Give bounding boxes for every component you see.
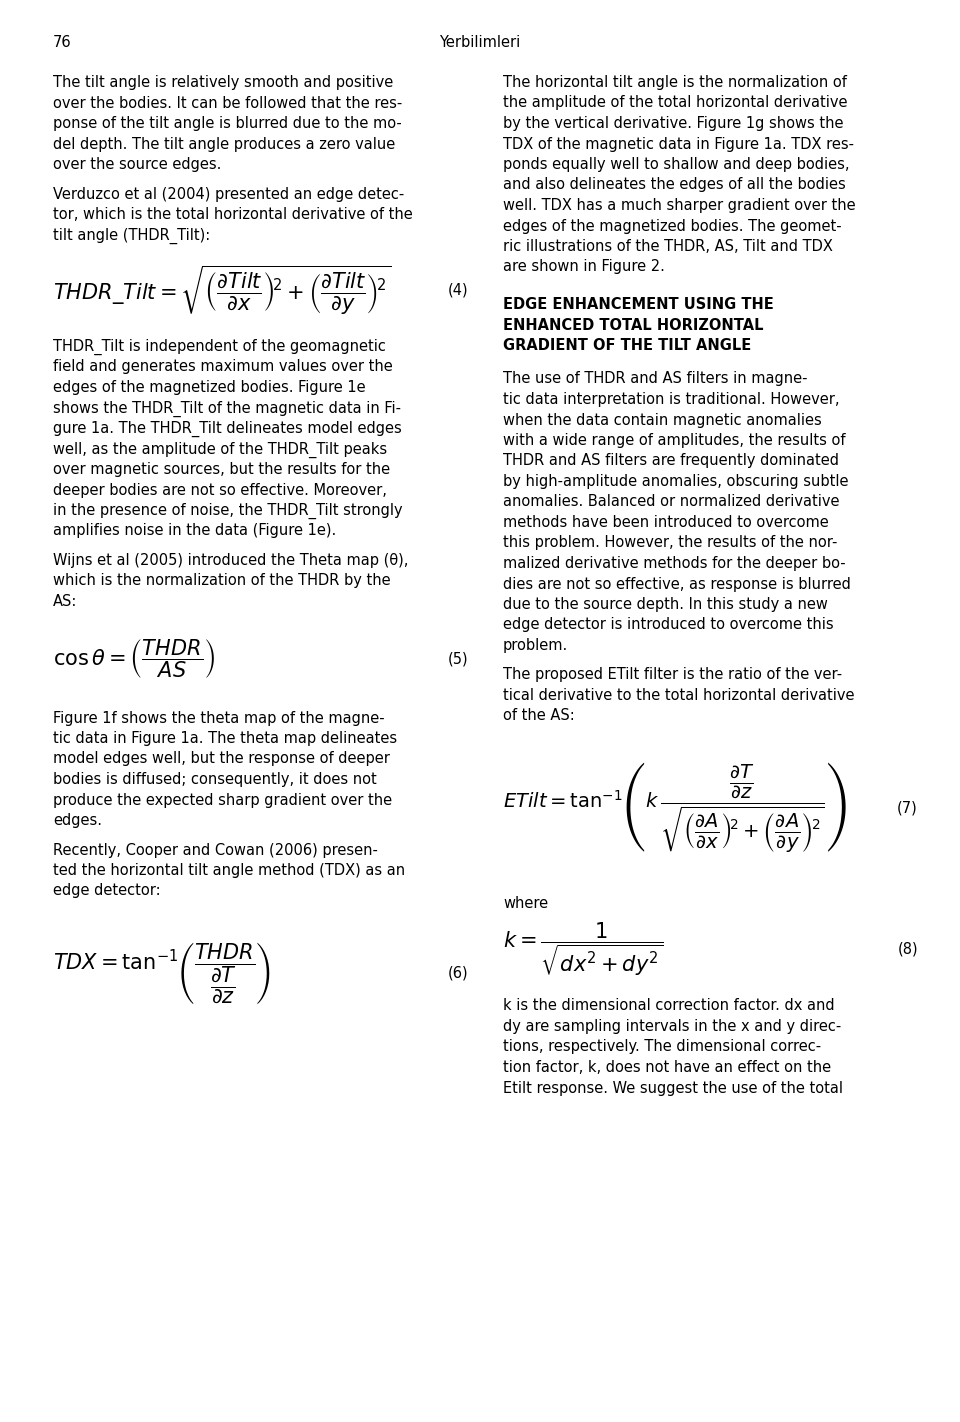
Text: bodies is diffused; consequently, it does not: bodies is diffused; consequently, it doe… (53, 772, 376, 786)
Text: are shown in Figure 2.: are shown in Figure 2. (503, 259, 665, 274)
Text: by high-amplitude anomalies, obscuring subtle: by high-amplitude anomalies, obscuring s… (503, 474, 849, 489)
Text: Figure 1f shows the theta map of the magne-: Figure 1f shows the theta map of the mag… (53, 711, 385, 725)
Text: $k=\dfrac{1}{\sqrt{dx^2+dy^2}}$: $k=\dfrac{1}{\sqrt{dx^2+dy^2}}$ (503, 921, 663, 978)
Text: edge detector:: edge detector: (53, 883, 160, 899)
Text: malized derivative methods for the deeper bo-: malized derivative methods for the deepe… (503, 556, 846, 572)
Text: gure 1a. The THDR_Tilt delineates model edges: gure 1a. The THDR_Tilt delineates model … (53, 421, 401, 437)
Text: which is the normalization of the THDR by the: which is the normalization of the THDR b… (53, 573, 391, 589)
Text: methods have been introduced to overcome: methods have been introduced to overcome (503, 515, 828, 530)
Text: well, as the amplitude of the THDR_Tilt peaks: well, as the amplitude of the THDR_Tilt … (53, 441, 387, 458)
Text: model edges well, but the response of deeper: model edges well, but the response of de… (53, 751, 390, 766)
Text: anomalies. Balanced or normalized derivative: anomalies. Balanced or normalized deriva… (503, 495, 839, 509)
Text: ponse of the tilt angle is blurred due to the mo-: ponse of the tilt angle is blurred due t… (53, 117, 401, 131)
Text: problem.: problem. (503, 638, 568, 653)
Text: 76: 76 (53, 36, 72, 50)
Text: ric illustrations of the THDR, AS, Tilt and TDX: ric illustrations of the THDR, AS, Tilt … (503, 239, 833, 255)
Text: $\mathit{THDR\_Tilt}=\sqrt{\left(\dfrac{\partial Tilt}{\partial x}\right)^{\!2}+: $\mathit{THDR\_Tilt}=\sqrt{\left(\dfrac{… (53, 263, 391, 317)
Text: edges.: edges. (53, 813, 102, 828)
Text: edge detector is introduced to overcome this: edge detector is introduced to overcome … (503, 617, 833, 633)
Text: The horizontal tilt angle is the normalization of: The horizontal tilt angle is the normali… (503, 75, 847, 90)
Text: Etilt response. We suggest the use of the total: Etilt response. We suggest the use of th… (503, 1081, 843, 1095)
Text: with a wide range of amplitudes, the results of: with a wide range of amplitudes, the res… (503, 434, 846, 448)
Text: when the data contain magnetic anomalies: when the data contain magnetic anomalies (503, 412, 822, 428)
Text: over magnetic sources, but the results for the: over magnetic sources, but the results f… (53, 462, 390, 476)
Text: tion factor, k, does not have an effect on the: tion factor, k, does not have an effect … (503, 1059, 831, 1075)
Text: AS:: AS: (53, 594, 78, 609)
Text: $\cos\theta=\left(\dfrac{\mathit{THDR}}{\mathit{AS}}\right)$: $\cos\theta=\left(\dfrac{\mathit{THDR}}{… (53, 637, 215, 680)
Text: k is the dimensional correction factor. dx and: k is the dimensional correction factor. … (503, 998, 834, 1014)
Text: field and generates maximum values over the: field and generates maximum values over … (53, 360, 393, 374)
Text: deeper bodies are not so effective. Moreover,: deeper bodies are not so effective. More… (53, 482, 387, 498)
Text: Yerbilimleri: Yerbilimleri (440, 36, 520, 50)
Text: ted the horizontal tilt angle method (TDX) as an: ted the horizontal tilt angle method (TD… (53, 863, 405, 877)
Text: tical derivative to the total horizontal derivative: tical derivative to the total horizontal… (503, 688, 854, 702)
Text: over the source edges.: over the source edges. (53, 156, 222, 172)
Text: by the vertical derivative. Figure 1g shows the: by the vertical derivative. Figure 1g sh… (503, 117, 844, 131)
Text: The tilt angle is relatively smooth and positive: The tilt angle is relatively smooth and … (53, 75, 394, 90)
Text: $\mathit{TDX}=\tan^{-1}\!\left(\dfrac{\mathit{THDR}}{\dfrac{\partial T}{\partial: $\mathit{TDX}=\tan^{-1}\!\left(\dfrac{\m… (53, 940, 271, 1005)
Text: ponds equally well to shallow and deep bodies,: ponds equally well to shallow and deep b… (503, 156, 850, 172)
Text: $\mathit{ETilt}=\tan^{-1}\!\left(k\,\dfrac{\dfrac{\partial T}{\partial z}}{\sqrt: $\mathit{ETilt}=\tan^{-1}\!\left(k\,\dfr… (503, 761, 847, 855)
Text: THDR and AS filters are frequently dominated: THDR and AS filters are frequently domin… (503, 454, 839, 468)
Text: (8): (8) (898, 941, 918, 957)
Text: The proposed ETilt filter is the ratio of the ver-: The proposed ETilt filter is the ratio o… (503, 667, 842, 683)
Text: TDX of the magnetic data in Figure 1a. TDX res-: TDX of the magnetic data in Figure 1a. T… (503, 137, 854, 152)
Text: tor, which is the total horizontal derivative of the: tor, which is the total horizontal deriv… (53, 208, 413, 222)
Text: this problem. However, the results of the nor-: this problem. However, the results of th… (503, 536, 837, 550)
Text: and also delineates the edges of all the bodies: and also delineates the edges of all the… (503, 178, 846, 192)
Text: GRADIENT OF THE TILT ANGLE: GRADIENT OF THE TILT ANGLE (503, 338, 752, 353)
Text: tions, respectively. The dimensional correc-: tions, respectively. The dimensional cor… (503, 1039, 821, 1055)
Text: in the presence of noise, the THDR_Tilt strongly: in the presence of noise, the THDR_Tilt … (53, 503, 402, 519)
Text: edges of the magnetized bodies. Figure 1e: edges of the magnetized bodies. Figure 1… (53, 380, 366, 395)
Text: (7): (7) (898, 801, 918, 815)
Text: edges of the magnetized bodies. The geomet-: edges of the magnetized bodies. The geom… (503, 219, 842, 233)
Text: ENHANCED TOTAL HORIZONTAL: ENHANCED TOTAL HORIZONTAL (503, 317, 763, 333)
Text: THDR_Tilt is independent of the geomagnetic: THDR_Tilt is independent of the geomagne… (53, 338, 386, 356)
Text: Recently, Cooper and Cowan (2006) presen-: Recently, Cooper and Cowan (2006) presen… (53, 842, 378, 857)
Text: shows the THDR_Tilt of the magnetic data in Fi-: shows the THDR_Tilt of the magnetic data… (53, 401, 401, 417)
Text: (4): (4) (447, 283, 468, 297)
Text: the amplitude of the total horizontal derivative: the amplitude of the total horizontal de… (503, 95, 848, 111)
Text: EDGE ENHANCEMENT USING THE: EDGE ENHANCEMENT USING THE (503, 297, 774, 311)
Text: Verduzco et al (2004) presented an edge detec-: Verduzco et al (2004) presented an edge … (53, 186, 404, 202)
Text: The use of THDR and AS filters in magne-: The use of THDR and AS filters in magne- (503, 371, 807, 387)
Text: tic data interpretation is traditional. However,: tic data interpretation is traditional. … (503, 392, 839, 407)
Text: (5): (5) (447, 651, 468, 665)
Text: amplifies noise in the data (Figure 1e).: amplifies noise in the data (Figure 1e). (53, 523, 336, 539)
Text: over the bodies. It can be followed that the res-: over the bodies. It can be followed that… (53, 95, 402, 111)
Text: tic data in Figure 1a. The theta map delineates: tic data in Figure 1a. The theta map del… (53, 731, 397, 747)
Text: well. TDX has a much sharper gradient over the: well. TDX has a much sharper gradient ov… (503, 198, 855, 213)
Text: (6): (6) (447, 966, 468, 981)
Text: produce the expected sharp gradient over the: produce the expected sharp gradient over… (53, 792, 392, 808)
Text: tilt angle (THDR_Tilt):: tilt angle (THDR_Tilt): (53, 228, 210, 243)
Text: due to the source depth. In this study a new: due to the source depth. In this study a… (503, 597, 828, 611)
Text: Wijns et al (2005) introduced the Theta map (θ),: Wijns et al (2005) introduced the Theta … (53, 553, 408, 567)
Text: del depth. The tilt angle produces a zero value: del depth. The tilt angle produces a zer… (53, 137, 396, 152)
Text: where: where (503, 896, 548, 912)
Text: of the AS:: of the AS: (503, 708, 575, 724)
Text: dies are not so effective, as response is blurred: dies are not so effective, as response i… (503, 576, 851, 592)
Text: dy are sampling intervals in the x and y direc-: dy are sampling intervals in the x and y… (503, 1020, 841, 1034)
